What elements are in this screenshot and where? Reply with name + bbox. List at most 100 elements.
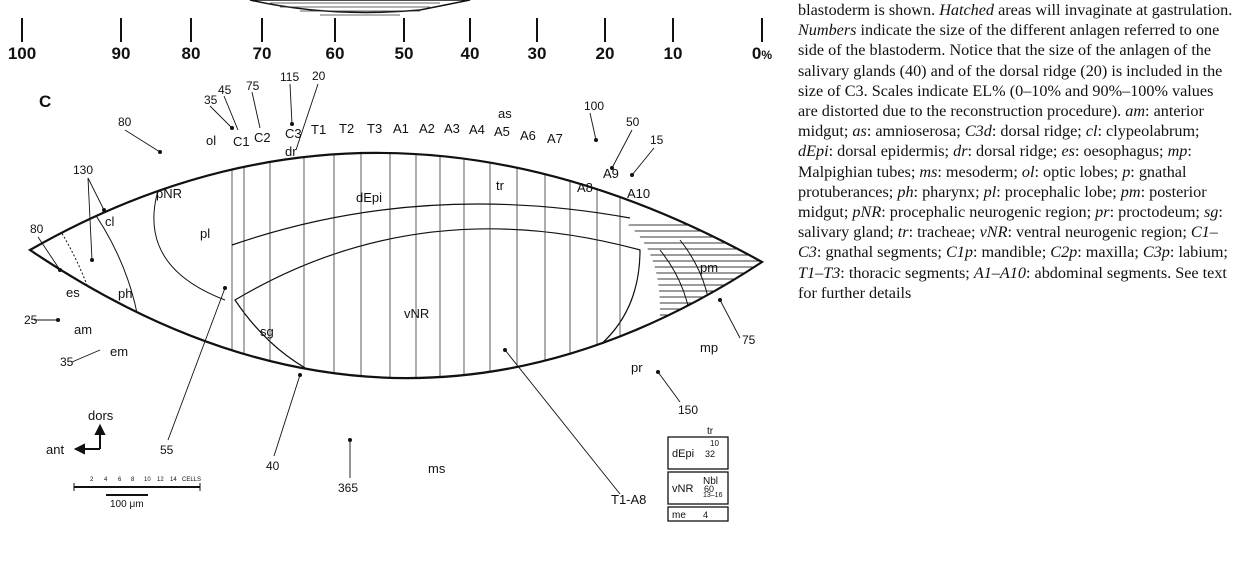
svg-text:2: 2 [90,477,94,483]
micrometer-scale: 2 4 6 8 10 12 14 CELLS 100 μm [74,477,201,510]
label-sg: sg [260,324,274,339]
num-100: 100 [584,99,604,113]
label-as: as [498,106,512,121]
abbrev-definition: : dorsal ridge; [992,122,1086,140]
label-ant: ant [46,442,64,457]
label-c3: C3 [285,126,302,141]
abbrev-definition: : clypeolabrum; [1098,122,1200,140]
label-c1: C1 [233,134,250,149]
num-45: 45 [218,83,232,97]
abbrev-definition: : procephalic lobe; [996,183,1121,201]
label-em: em [110,344,128,359]
num-55: 55 [160,443,174,457]
svg-text:8: 8 [131,477,135,483]
scale-length: 100 μm [110,499,144,510]
num-365: 365 [338,481,358,495]
abbrev-definition: : dorsal epidermis; [829,142,954,160]
abbrev-definition: : dorsal ridge; [968,142,1062,160]
abbrev-term: ms [919,163,937,181]
label-a10: A10 [627,186,650,201]
num-130: 130 [73,163,93,177]
num-50: 50 [626,115,640,129]
num-40: 40 [266,459,280,473]
svg-text:tr: tr [707,426,714,437]
label-ph: ph [118,286,132,301]
label-vnr: vNR [404,306,429,321]
svg-text:6: 6 [118,477,122,483]
num-35-left: 35 [60,355,74,369]
label-t1: T1 [311,122,326,137]
abbrev-definition: : mesoderm; [937,163,1022,181]
svg-text:32: 32 [705,449,715,459]
abbrev-term: pl [984,183,997,201]
num-20: 20 [312,69,326,83]
svg-text:4: 4 [104,477,108,483]
cell-count-box: dEpi 32 tr 10 vNR 60 Nbl 13–16 me 4 [668,426,728,521]
svg-text:dEpi: dEpi [672,448,694,460]
abbrev-definition: : labium; [1170,243,1228,261]
figure-caption: blastoderm is shown. Hatched areas will … [798,0,1234,303]
abbrev-definition: : thoracic segments; [840,264,974,282]
svg-text:14: 14 [170,477,177,483]
label-pl: pl [200,226,210,241]
num-35: 35 [204,93,218,107]
abbrev-term: C2p [1050,243,1077,261]
svg-text:me: me [672,510,686,521]
num-80-left: 80 [30,222,44,236]
label-a7: A7 [547,131,563,146]
label-a2: A2 [419,121,435,136]
abbrev-definition: : mandible; [973,243,1050,261]
abbrev-definition: : procephalic neurogenic region; [881,203,1095,221]
abbrev-term: A1–A10 [974,264,1026,282]
label-c2: C2 [254,130,271,145]
abbrev-definition: : amnioserosa; [867,122,965,140]
label-dr: dr [285,144,297,159]
label-pm: pm [700,260,718,275]
num-75: 75 [246,79,260,93]
label-mp: mp [700,340,718,355]
abbrev-term: pm [1121,183,1141,201]
label-a6: A6 [520,128,536,143]
label-t1-a8: T1-A8 [611,492,646,507]
svg-text:vNR: vNR [672,483,693,495]
label-a5: A5 [494,124,510,139]
num-150: 150 [678,403,698,417]
abbrev-term: pNR [852,203,881,221]
num-115: 115 [280,70,299,84]
abbrev-term: mp [1168,142,1188,160]
num-75-right: 75 [742,333,756,347]
num-80-top: 80 [118,115,132,129]
abbrev-term: C1p [946,243,973,261]
abbrev-term: dEpi [798,142,829,160]
label-a3: A3 [444,121,460,136]
label-pr: pr [631,360,643,375]
label-t2: T2 [339,121,354,136]
svg-text:Nbl: Nbl [703,476,718,487]
svg-text:10: 10 [710,439,719,448]
label-tr: tr [496,178,505,193]
abbrev-definition: : oesophagus; [1075,142,1168,160]
orientation-arrows [76,426,104,453]
abbrev-term: pr [1095,203,1109,221]
abbrev-term: cl [1086,122,1098,140]
label-dors: dors [88,408,114,423]
label-am: am [74,322,92,337]
label-a8: A8 [577,180,593,195]
svg-text:4: 4 [703,510,708,520]
label-ol: ol [206,133,216,148]
abbrev-definition: : ventral neurogenic region; [1007,223,1190,241]
abbrev-term: am [1125,102,1145,120]
embryo-diagram: 35 45 75 115 20 80 100 50 15 130 80 25 3… [0,0,790,560]
svg-text:12: 12 [157,477,164,483]
label-a4: A4 [469,122,485,137]
abbrev-term: tr [898,223,909,241]
abbrev-definition: : abdominal segments. [1026,264,1175,282]
label-depi: dEpi [356,190,382,205]
abbrev-term: sg [1204,203,1218,221]
label-es: es [66,285,80,300]
abbrev-definition: : proctodeum; [1110,203,1204,221]
abbrev-definition: : maxilla; [1077,243,1143,261]
num-15: 15 [650,133,664,147]
svg-text:10: 10 [144,477,151,483]
svg-text:13–16: 13–16 [703,492,723,499]
